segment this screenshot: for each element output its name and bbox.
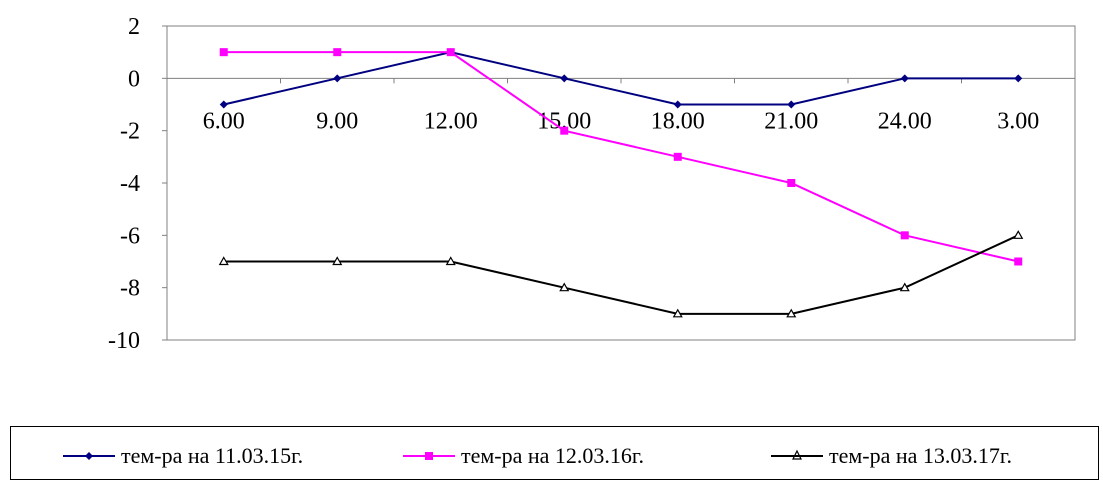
plot-area bbox=[166, 25, 1076, 341]
series-2-point bbox=[560, 126, 569, 135]
series-1-point bbox=[1014, 74, 1023, 83]
series-1-point bbox=[219, 100, 228, 109]
series-1-point bbox=[333, 74, 342, 83]
legend-item-series-2: тем-ра на 12.03.16г. bbox=[401, 443, 644, 468]
series-2-point bbox=[787, 179, 796, 187]
x-tick-label: 24.00 bbox=[878, 108, 932, 134]
y-tick-label: -2 bbox=[120, 119, 140, 145]
series-1-point bbox=[787, 100, 796, 109]
legend-label-series-2: тем-ра на 12.03.16г. bbox=[461, 443, 644, 468]
legend-label-series-3: тем-ра на 13.03.17г. bbox=[829, 443, 1012, 468]
series-1-point bbox=[560, 74, 569, 83]
series-3-point bbox=[786, 308, 797, 318]
series-line-1 bbox=[223, 51, 1019, 106]
y-tick-label: -8 bbox=[120, 276, 140, 302]
series-2-point bbox=[900, 231, 909, 240]
series-line-2 bbox=[223, 51, 1019, 263]
y-tick-label: 0 bbox=[128, 66, 140, 92]
series-2-point bbox=[446, 48, 455, 57]
legend-item-series-3: тем-ра на 13.03.17г. bbox=[769, 443, 1012, 468]
x-tick-label: 18.00 bbox=[651, 108, 705, 134]
series-layer bbox=[218, 48, 1024, 318]
series-2-point bbox=[673, 152, 682, 161]
x-axis-ticks: 6.00 9.00 12.00 15.00 18.00 21.00 24.00 3.00 bbox=[166, 78, 1076, 134]
legend-item-series-1: тем-ра на 11.03.15г. bbox=[61, 443, 304, 468]
temperature-line-chart: 20-2-4-6-8-10 6.00 9.00 12.00 15.00 18.00 21.… bbox=[108, 14, 1076, 354]
series-2-point bbox=[1014, 257, 1023, 266]
series-1-point bbox=[673, 100, 682, 109]
series-2-point bbox=[333, 48, 342, 57]
y-tick-label: -6 bbox=[120, 223, 140, 249]
series-3-point bbox=[218, 256, 229, 266]
y-tick-label: -10 bbox=[108, 328, 140, 354]
series-3-point bbox=[445, 256, 456, 266]
y-tick-label: -4 bbox=[120, 171, 140, 197]
legend-marker-series-2 bbox=[403, 452, 455, 460]
series-1-point bbox=[900, 74, 909, 83]
series-3-point bbox=[559, 282, 570, 292]
y-tick-label: 2 bbox=[128, 14, 140, 40]
series-line-3 bbox=[223, 234, 1019, 315]
series-2-point bbox=[219, 48, 228, 57]
x-tick-label: 6.00 bbox=[203, 108, 245, 134]
legend-marker-series-1 bbox=[63, 452, 115, 460]
x-tick-label: 12.00 bbox=[424, 108, 478, 134]
x-tick-label: 21.00 bbox=[764, 108, 818, 134]
series-3-point bbox=[672, 308, 683, 318]
series-3-point bbox=[332, 256, 343, 266]
legend: тем-ра на 11.03.15г. тем-ра на 12.03.16г… bbox=[10, 426, 1099, 480]
x-tick-label: 3.00 bbox=[997, 108, 1039, 134]
series-3-point bbox=[899, 282, 910, 292]
x-tick-label: 9.00 bbox=[316, 108, 358, 134]
series-3-point bbox=[1013, 230, 1024, 239]
legend-marker-series-3 bbox=[771, 449, 823, 460]
y-axis-ticks: 2 0 -2 -4 -6 -8 -10 bbox=[108, 14, 167, 354]
legend-label-series-1: тем-ра на 11.03.15г. bbox=[121, 443, 304, 468]
